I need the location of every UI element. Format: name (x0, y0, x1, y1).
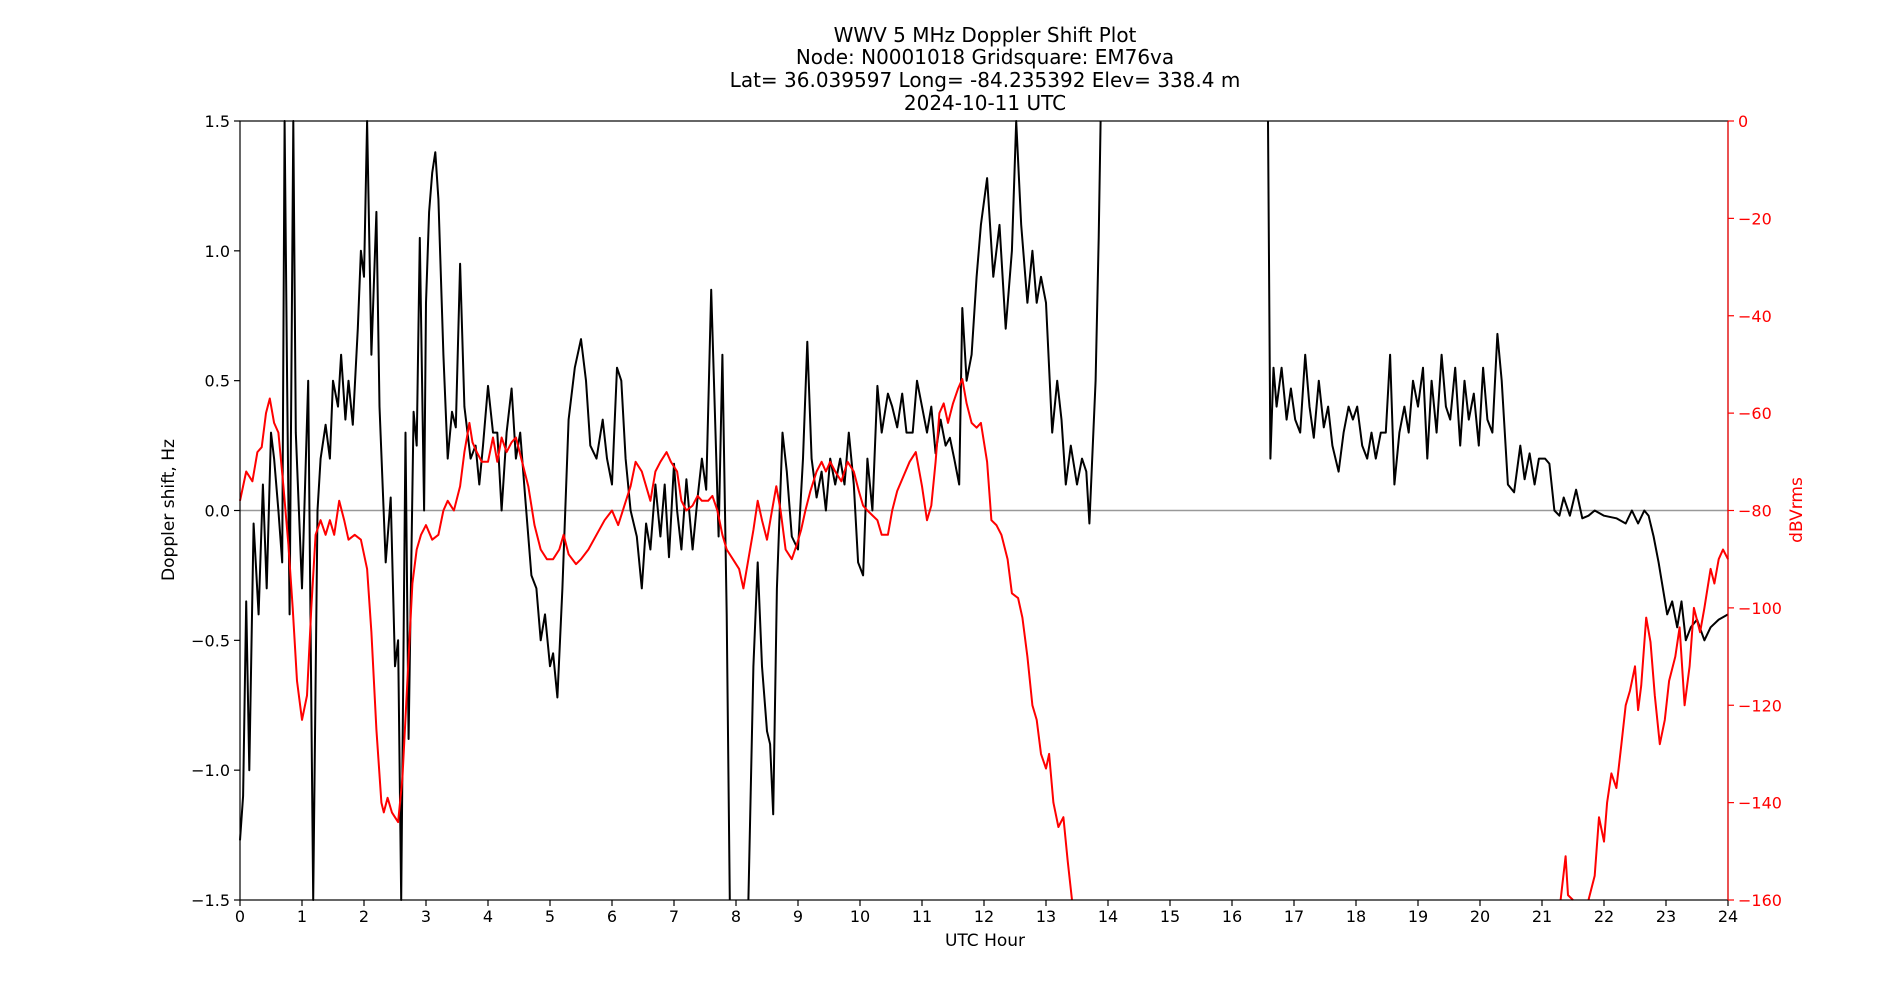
right-y-tick-label: 0 (1738, 112, 1748, 131)
x-tick-label: 17 (1284, 907, 1304, 926)
right-y-tick-label: −120 (1738, 696, 1782, 715)
left-y-tick-label: 0.0 (205, 502, 230, 521)
title-line-2: Node: N0001018 Gridsquare: EM76va (796, 45, 1174, 69)
power-line-segment (1587, 548, 1729, 901)
x-tick-label: 22 (1594, 907, 1614, 926)
x-tick-label: 0 (235, 907, 245, 926)
x-tick-label: 13 (1036, 907, 1056, 926)
title-line-4: 2024-10-11 UTC (904, 91, 1066, 115)
power-series (239, 378, 1729, 901)
left-y-axis-label: Doppler shift, Hz (159, 439, 179, 581)
doppler-line-segment (1267, 120, 1729, 642)
x-tick-label: 12 (974, 907, 994, 926)
left-y-tick-label: 1.5 (205, 112, 230, 131)
right-y-tick-label: −160 (1738, 891, 1782, 910)
x-tick-label: 19 (1408, 907, 1428, 926)
x-tick-label: 6 (607, 907, 617, 926)
power-line-segment (1559, 855, 1574, 901)
x-tick-label: 23 (1656, 907, 1676, 926)
x-tick-label: 2 (359, 907, 369, 926)
right-y-tick-label: −80 (1738, 502, 1772, 521)
left-y-tick-label: 1.0 (205, 242, 230, 261)
title-line-1: WWV 5 MHz Doppler Shift Plot (834, 23, 1137, 47)
x-tick-label: 5 (545, 907, 555, 926)
left-y-tick-label: −0.5 (191, 631, 230, 650)
x-tick-label: 3 (421, 907, 431, 926)
x-tick-label: 11 (912, 907, 932, 926)
doppler-line-segment (747, 120, 1102, 901)
x-tick-label: 20 (1470, 907, 1490, 926)
left-y-axis: 1.5 1.0 0.5 0.0 −0.5 −1.0 −1.5 (191, 112, 240, 910)
x-axis: 0 1 2 3 4 5 6 7 8 9 10 11 12 13 14 15 16 17 18 19 20 21 22 23 24 (235, 900, 1738, 926)
left-y-tick-label: −1.5 (191, 891, 230, 910)
x-axis-label: UTC Hour (945, 931, 1025, 951)
x-tick-label: 15 (1160, 907, 1180, 926)
right-y-tick-label: −20 (1738, 209, 1772, 228)
title-line-3: Lat= 36.039597 Long= -84.235392 Elev= 33… (730, 68, 1241, 92)
left-y-tick-label: −1.0 (191, 761, 230, 780)
x-tick-label: 4 (483, 907, 493, 926)
x-tick-label: 24 (1718, 907, 1738, 926)
x-tick-label: 7 (669, 907, 679, 926)
x-tick-label: 10 (850, 907, 870, 926)
x-tick-label: 21 (1532, 907, 1552, 926)
x-tick-label: 16 (1222, 907, 1242, 926)
right-y-tick-label: −100 (1738, 599, 1782, 618)
chart-title: WWV 5 MHz Doppler Shift Plot Node: N0001… (730, 23, 1241, 115)
right-y-tick-label: −140 (1738, 794, 1782, 813)
power-line-segment (239, 378, 1073, 901)
right-y-axis-label: dBVrms (1787, 477, 1807, 543)
right-y-axis: 0 −20 −40 −60 −80 −100 −120 −140 −160 (1728, 112, 1782, 910)
x-tick-label: 18 (1346, 907, 1366, 926)
x-tick-label: 8 (731, 907, 741, 926)
right-y-tick-label: −60 (1738, 404, 1772, 423)
x-tick-label: 9 (793, 907, 803, 926)
left-y-tick-label: 0.5 (205, 372, 230, 391)
x-tick-label: 14 (1098, 907, 1118, 926)
x-tick-label: 1 (297, 907, 307, 926)
right-y-tick-label: −40 (1738, 307, 1772, 326)
